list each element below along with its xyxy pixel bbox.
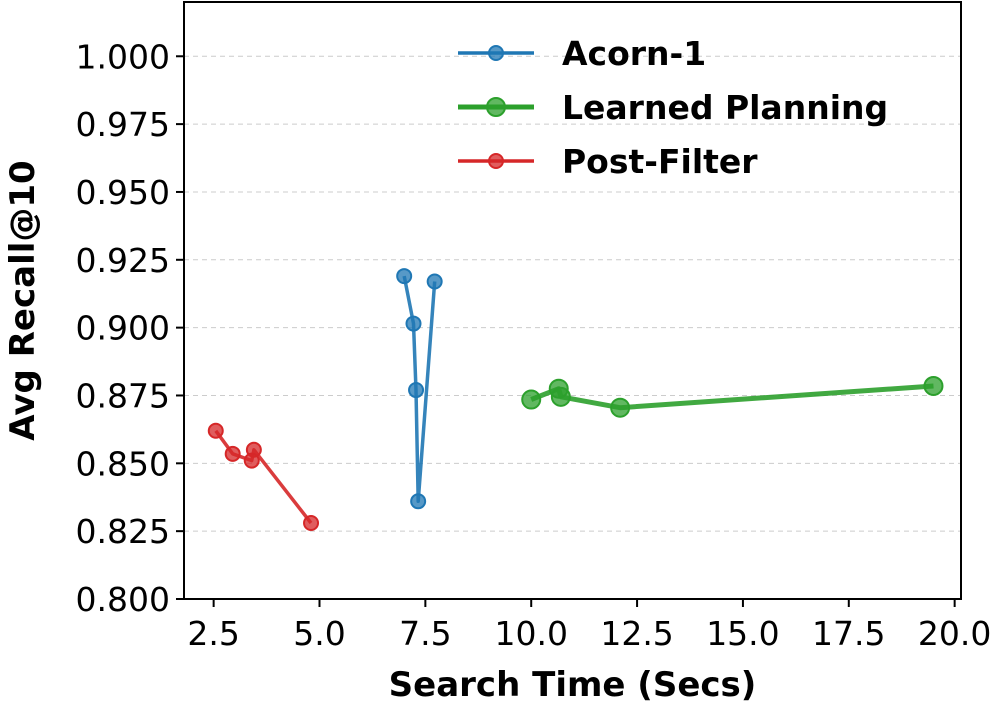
series-line: [530, 383, 934, 411]
data-point: [408, 382, 425, 399]
y-tick-label: 0.850: [76, 444, 170, 483]
y-tick-label: 0.825: [76, 512, 170, 551]
data-point: [550, 386, 571, 407]
legend-item: Acorn-1: [458, 34, 706, 73]
x-axis-title: Search Time (Secs): [389, 665, 757, 705]
y-tick-label: 0.875: [76, 376, 170, 415]
data-point: [923, 375, 944, 396]
legend-item: Post-Filter: [458, 142, 758, 181]
data-point: [610, 397, 631, 418]
series-layer: [207, 268, 944, 532]
data-point: [303, 515, 320, 532]
series-learned-planning: [521, 375, 944, 418]
legend-label: Learned Planning: [562, 88, 888, 127]
plot-frame: [183, 1, 962, 600]
data-point: [224, 445, 241, 462]
y-tick-label: 0.925: [76, 241, 170, 280]
data-point: [405, 315, 422, 332]
data-point: [426, 273, 443, 290]
x-tick-label: 2.5: [187, 614, 239, 653]
x-tick-label: 7.5: [399, 614, 451, 653]
x-tick-label: 15.0: [706, 614, 779, 653]
data-point: [410, 493, 427, 510]
series-acorn-1: [396, 268, 443, 510]
series-post-filter: [207, 422, 320, 532]
x-tick-label: 12.5: [600, 614, 673, 653]
legend-marker: [488, 153, 504, 169]
legend-marker: [486, 97, 506, 117]
legend-label: Post-Filter: [562, 142, 758, 181]
y-tick-label: 0.975: [76, 105, 170, 144]
legend-label: Acorn-1: [562, 34, 706, 73]
axes: 0.800 0.825 0.850 0.875 0.900 0.925 0.950 0.975…: [76, 37, 992, 653]
x-tick-label: 20.0: [918, 614, 991, 653]
data-point: [207, 422, 224, 439]
data-point: [521, 389, 542, 410]
x-tick-label: 5.0: [293, 614, 345, 653]
data-point: [245, 441, 262, 458]
y-axis-title: Avg Recall@10: [3, 160, 43, 440]
y-tick-label: 0.950: [76, 173, 170, 212]
series-line: [214, 429, 313, 525]
legend: Acorn-1 Learned Planning Post-Filter: [458, 34, 888, 181]
y-tick-label: 0.900: [76, 309, 170, 348]
y-tick-label: 0.800: [76, 580, 170, 619]
legend-item: Learned Planning: [458, 88, 888, 127]
x-tick-label: 10.0: [494, 614, 567, 653]
y-tick-label: 1.000: [76, 37, 170, 76]
data-point: [396, 268, 413, 285]
legend-marker: [488, 45, 504, 61]
x-tick-label: 17.5: [812, 614, 885, 653]
gridlines: [184, 55, 961, 532]
